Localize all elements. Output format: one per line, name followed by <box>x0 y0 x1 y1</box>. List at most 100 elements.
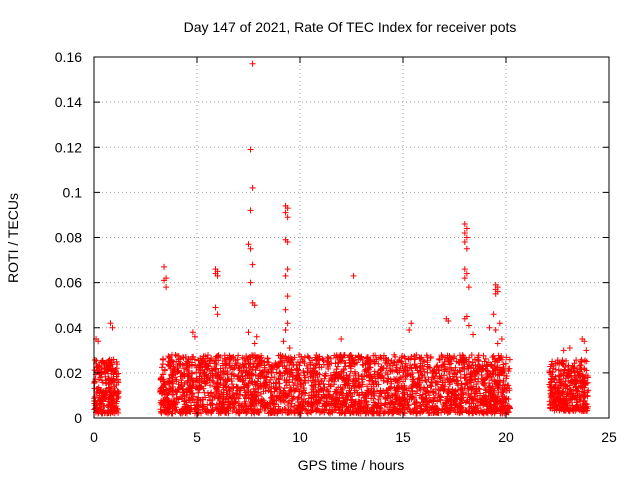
data-point <box>247 279 254 286</box>
data-point <box>236 400 243 407</box>
data-point <box>200 369 207 376</box>
data-point <box>281 391 288 398</box>
data-point <box>334 403 341 410</box>
data-point <box>106 388 113 395</box>
data-point <box>324 398 331 405</box>
data-point <box>465 322 472 329</box>
data-point <box>249 400 256 407</box>
data-point <box>490 352 497 359</box>
data-point <box>565 407 572 414</box>
data-point <box>108 361 115 368</box>
data-point <box>249 60 256 67</box>
data-point <box>362 360 369 367</box>
data-point <box>224 371 231 378</box>
data-point <box>226 360 233 367</box>
data-point <box>453 394 460 401</box>
data-point <box>449 386 456 393</box>
data-point <box>486 380 493 387</box>
data-point <box>476 386 483 393</box>
data-point <box>345 380 352 387</box>
data-point <box>160 356 167 363</box>
data-point <box>461 220 468 227</box>
data-point <box>300 369 307 376</box>
data-point <box>506 365 513 372</box>
data-point <box>102 391 109 398</box>
data-point <box>392 391 399 398</box>
data-point <box>291 410 298 417</box>
data-point <box>486 384 493 391</box>
data-point <box>208 408 215 415</box>
data-point <box>387 367 394 374</box>
data-point <box>494 379 501 386</box>
data-point <box>265 369 272 376</box>
data-point <box>383 365 390 372</box>
data-point <box>447 381 453 388</box>
data-point <box>296 351 303 358</box>
data-point <box>478 371 485 378</box>
data-point <box>563 398 570 405</box>
data-point <box>202 380 209 387</box>
data-point <box>271 362 278 369</box>
data-point <box>301 372 308 379</box>
data-point <box>319 403 326 410</box>
data-point <box>365 361 372 368</box>
data-point <box>246 360 253 367</box>
data-point <box>380 352 387 359</box>
data-point <box>316 389 323 396</box>
data-point <box>261 364 268 371</box>
data-point <box>460 394 467 401</box>
data-point <box>388 392 395 399</box>
data-point <box>431 366 438 373</box>
data-point <box>396 376 403 383</box>
data-points <box>91 60 592 417</box>
data-point <box>444 365 451 372</box>
data-point <box>325 377 332 384</box>
data-point <box>98 370 105 377</box>
data-point <box>478 379 485 386</box>
data-point <box>249 378 256 385</box>
data-point <box>494 398 501 405</box>
data-point <box>283 377 290 384</box>
data-point <box>277 388 284 395</box>
data-point <box>461 266 468 273</box>
data-point <box>413 407 420 414</box>
data-point <box>284 266 291 273</box>
data-point <box>366 364 373 371</box>
data-point <box>475 361 482 368</box>
data-point <box>437 375 444 382</box>
data-point <box>391 375 398 382</box>
data-point <box>167 359 174 366</box>
data-point <box>376 410 383 417</box>
data-point <box>212 357 219 364</box>
data-point <box>180 353 187 360</box>
data-point <box>559 404 566 411</box>
data-point <box>412 398 419 405</box>
data-point <box>263 373 270 380</box>
data-point <box>375 396 382 403</box>
data-point <box>556 398 563 405</box>
data-point <box>200 403 207 410</box>
data-point <box>259 368 266 375</box>
data-point <box>476 409 483 416</box>
data-point <box>375 360 382 367</box>
data-point <box>461 315 468 322</box>
data-point <box>327 383 334 390</box>
data-point <box>336 406 343 413</box>
data-point <box>243 408 250 415</box>
data-point <box>421 368 428 375</box>
data-point <box>177 373 184 380</box>
data-point <box>280 394 287 401</box>
data-point <box>214 383 221 390</box>
data-point <box>311 368 318 375</box>
data-point <box>416 384 423 391</box>
data-point <box>572 403 579 410</box>
data-point <box>312 356 319 363</box>
data-point <box>393 394 400 401</box>
data-point <box>235 372 242 379</box>
data-point <box>450 406 457 413</box>
data-point <box>390 359 397 366</box>
data-point <box>430 397 437 404</box>
data-point <box>482 386 489 393</box>
data-point <box>582 380 589 387</box>
data-point <box>483 363 490 370</box>
